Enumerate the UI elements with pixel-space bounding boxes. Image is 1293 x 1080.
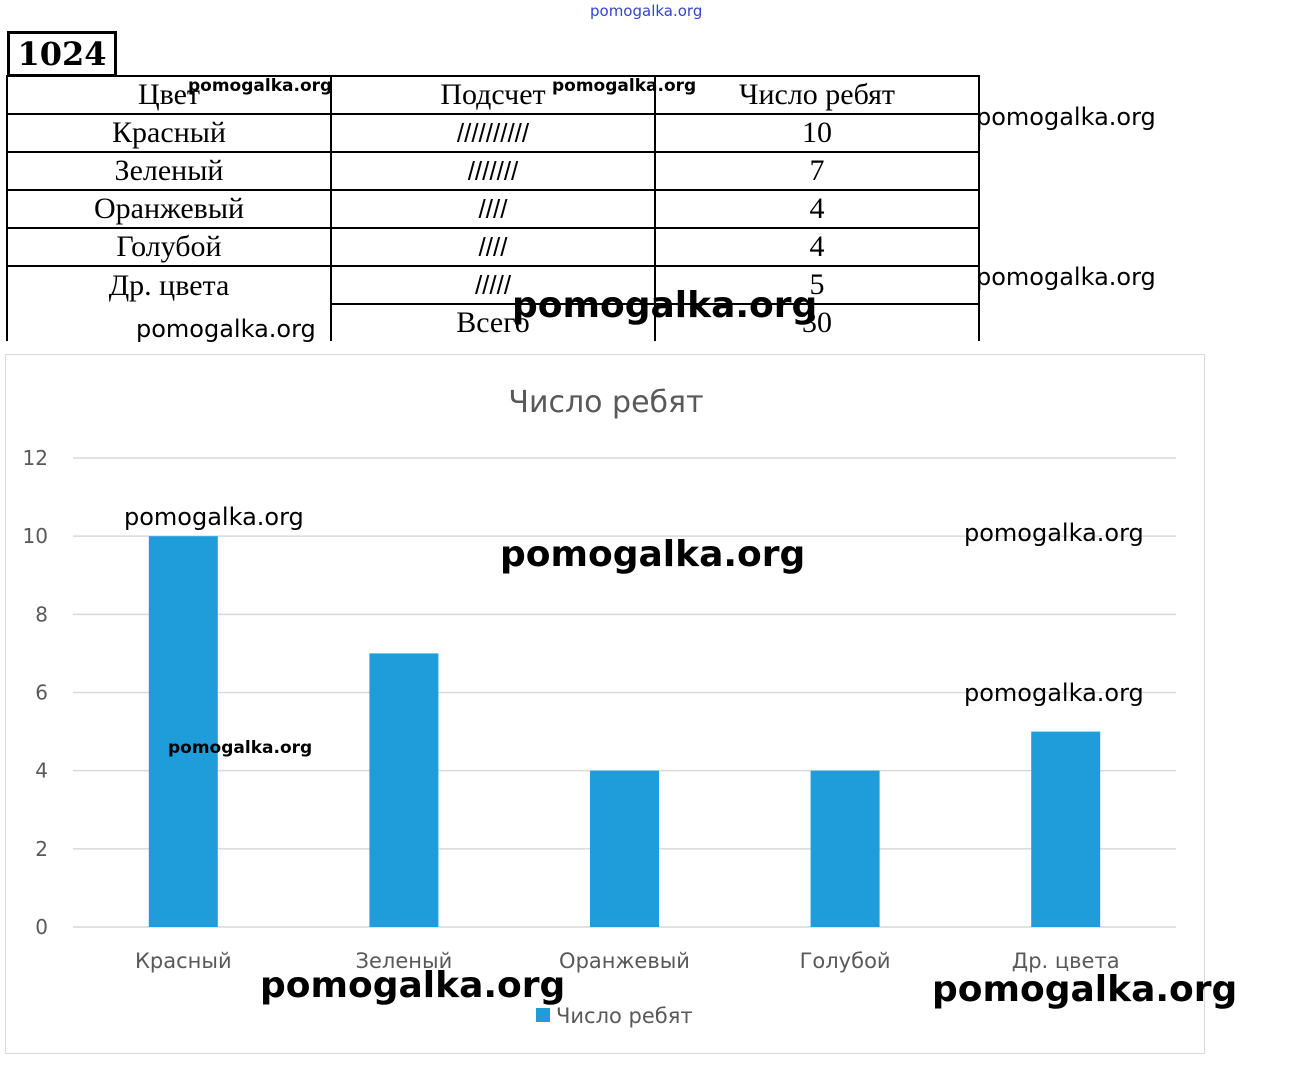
row-color: Оранжевый <box>6 189 332 229</box>
row-count: 7 <box>654 151 980 191</box>
legend-swatch <box>536 1008 550 1022</box>
y-tick-label: 10 <box>23 524 48 548</box>
table-total-row: Всего 30 <box>6 303 980 341</box>
table-row: Голубой //// 4 <box>6 227 980 267</box>
y-tick-label: 4 <box>35 759 48 783</box>
x-tick-label: Др. цвета <box>1012 949 1120 973</box>
header-color: Цвет <box>6 75 332 115</box>
x-tick-label: Голубой <box>800 949 891 973</box>
watermark: pomogalka.org <box>964 679 1144 707</box>
watermark: pomogalka.org <box>168 738 313 758</box>
legend-label: Число ребят <box>556 1004 693 1028</box>
bar <box>590 770 659 927</box>
row-tally: ////////// <box>330 113 656 153</box>
y-tick-label: 6 <box>35 681 48 705</box>
problem-number: 1024 <box>7 31 117 77</box>
bar <box>148 536 218 927</box>
watermark: pomogalka.org <box>932 969 1238 1010</box>
y-tick-label: 0 <box>35 915 48 939</box>
table-row: Красный ////////// 10 <box>6 113 980 153</box>
row-tally: ///// <box>330 265 656 305</box>
watermark: pomogalka.org <box>136 315 316 343</box>
y-tick-label: 2 <box>35 837 48 861</box>
total-value: 30 <box>654 303 980 341</box>
watermark: pomogalka.org <box>500 534 806 575</box>
row-tally: //// <box>330 189 656 229</box>
watermark: pomogalka.org <box>976 103 1156 131</box>
x-tick-label: Оранжевый <box>559 949 690 973</box>
y-tick-label: 12 <box>23 446 48 470</box>
chart-title: Число ребят <box>508 385 703 420</box>
row-tally: //// <box>330 227 656 267</box>
total-label: Всего <box>330 303 656 341</box>
x-tick-label: Красный <box>135 949 232 973</box>
bar <box>1031 731 1101 927</box>
row-color: Др. цвета <box>6 265 332 304</box>
header-tally: Подсчет <box>330 75 656 115</box>
table-header-row: Цвет Подсчет Число ребят <box>6 75 980 115</box>
chart-container: Число ребят 0 2 4 6 8 10 12 Красный Зеленый Оран… <box>5 354 1205 1054</box>
table-row: Др. цвета ///// 5 <box>6 265 980 305</box>
watermark-top: pomogalka.org <box>590 2 703 20</box>
watermark: pomogalka.org <box>552 76 697 96</box>
row-color: Голубой <box>6 227 332 267</box>
watermark: pomogalka.org <box>976 263 1156 291</box>
table-row: Зеленый /////// 7 <box>6 151 980 191</box>
total-empty-cell <box>6 304 332 341</box>
table-row: Оранжевый //// 4 <box>6 189 980 229</box>
watermark: pomogalka.org <box>124 503 304 531</box>
y-tick-label: 8 <box>35 602 48 626</box>
row-color: Красный <box>6 113 332 153</box>
watermark: pomogalka.org <box>188 76 333 96</box>
legend: Число ребят <box>536 1004 693 1028</box>
header-count: Число ребят <box>654 75 980 115</box>
bar-chart: Число ребят 0 2 4 6 8 10 12 Красный Зеленый Оран… <box>23 385 1176 1028</box>
watermark: pomogalka.org <box>964 519 1144 547</box>
row-tally: /////// <box>330 151 656 191</box>
watermark: pomogalka.org <box>512 285 818 326</box>
watermark: pomogalka.org <box>260 965 566 1006</box>
x-tick-label: Зеленый <box>356 949 453 973</box>
row-count: 10 <box>654 113 980 153</box>
row-count: 4 <box>654 189 980 229</box>
bar <box>810 770 880 927</box>
bar <box>369 653 439 927</box>
row-color: Зеленый <box>6 151 332 191</box>
row-count: 4 <box>654 227 980 267</box>
tally-table: Цвет Подсчет Число ребят Красный ///////… <box>6 75 980 341</box>
row-count: 5 <box>654 265 980 305</box>
